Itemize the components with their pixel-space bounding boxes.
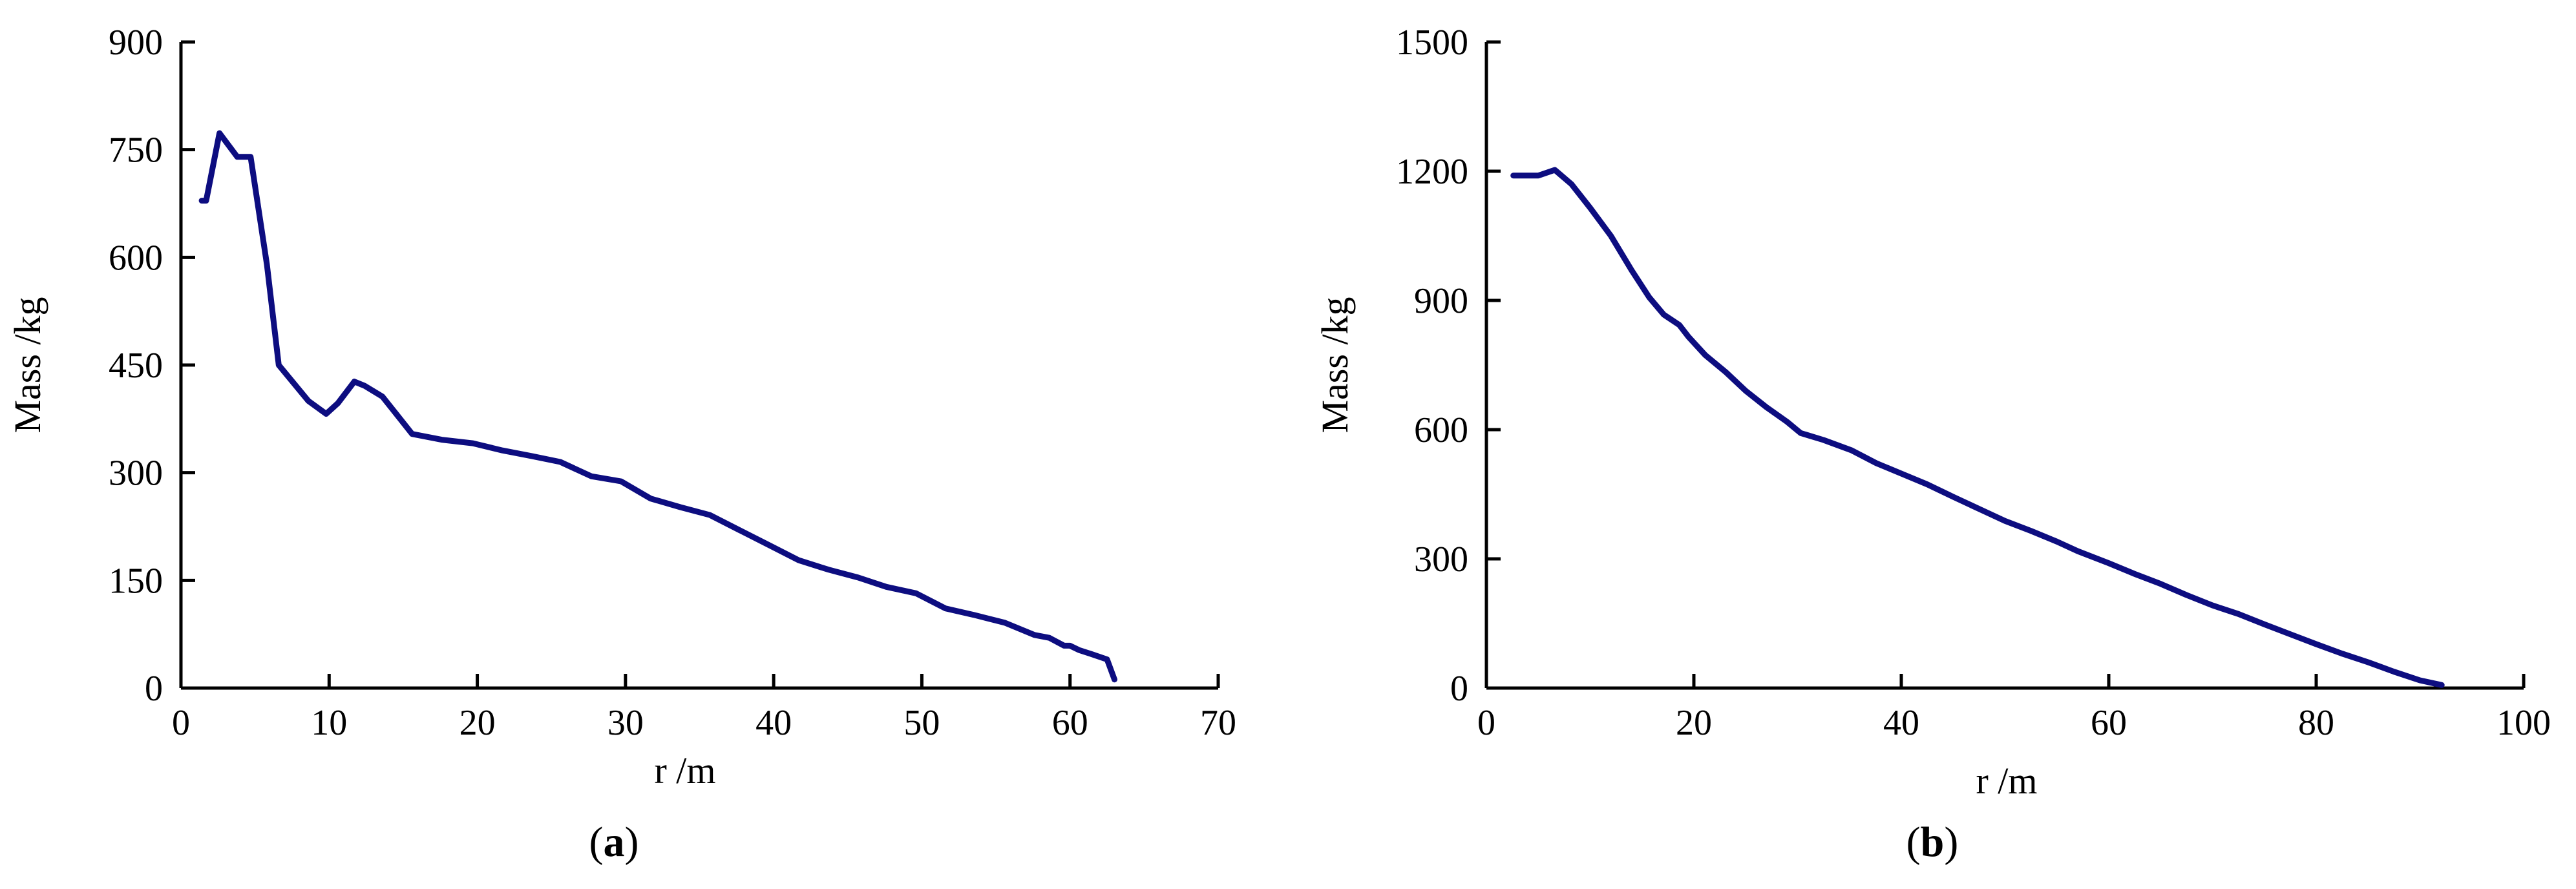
series-line-0	[198, 130, 1117, 683]
panel-b: 0 20 40 60 80 100 0 300 600 900 1200 1500 r /m Mass /…	[1314, 23, 2551, 866]
y-axis-label: Mass /kg	[6, 297, 48, 433]
y-tick-label: 300	[109, 454, 163, 494]
panel-caption: (a)	[589, 819, 639, 866]
x-tick-label: 60	[1052, 703, 1088, 743]
y-tick-label: 0	[145, 669, 163, 709]
panel-caption-close: )	[625, 819, 639, 866]
x-tick-label: 50	[903, 703, 940, 743]
y-tick-label: 300	[1414, 539, 1468, 580]
panel-a: 0 10 20 30 40 50 60 70 0 150 300 450 600 750 900 r /m Ma…	[6, 23, 1236, 866]
x-tick-label: 80	[2298, 703, 2334, 743]
series-line-0	[1510, 167, 2445, 688]
x-tick-label: 60	[2091, 703, 2127, 743]
y-axis-label: Mass /kg	[1314, 297, 1356, 433]
panel-caption-letter: a	[604, 819, 625, 866]
x-tick-label: 40	[1883, 703, 1919, 743]
y-tick-label: 1200	[1396, 152, 1468, 192]
x-tick-label: 0	[172, 703, 190, 743]
x-tick-label: 10	[311, 703, 347, 743]
x-tick-label: 70	[1200, 703, 1236, 743]
y-tick-label: 0	[1450, 669, 1468, 709]
y-tick-label: 600	[109, 238, 163, 278]
x-tick-label: 0	[1477, 703, 1495, 743]
panel-caption-letter: b	[1921, 819, 1945, 866]
y-tick-label: 450	[109, 346, 163, 386]
x-tick-label: 30	[607, 703, 644, 743]
panel-caption: (b)	[1906, 819, 1959, 866]
x-axis-label: r /m	[1976, 760, 2037, 802]
panel-caption-open: (	[589, 819, 604, 866]
x-axis-label: r /m	[654, 749, 715, 791]
y-tick-label: 600	[1414, 410, 1468, 450]
y-tick-label: 150	[109, 561, 163, 601]
x-tick-label: 20	[459, 703, 496, 743]
y-tick-label: 750	[109, 131, 163, 171]
panel-caption-close: )	[1944, 819, 1958, 866]
y-tick-label: 900	[109, 23, 163, 63]
y-tick-label: 900	[1414, 281, 1468, 321]
x-tick-label: 20	[1676, 703, 1712, 743]
y-tick-label: 1500	[1396, 23, 1468, 63]
panel-caption-open: (	[1906, 819, 1921, 866]
x-tick-label: 100	[2497, 703, 2551, 743]
x-tick-label: 40	[755, 703, 792, 743]
